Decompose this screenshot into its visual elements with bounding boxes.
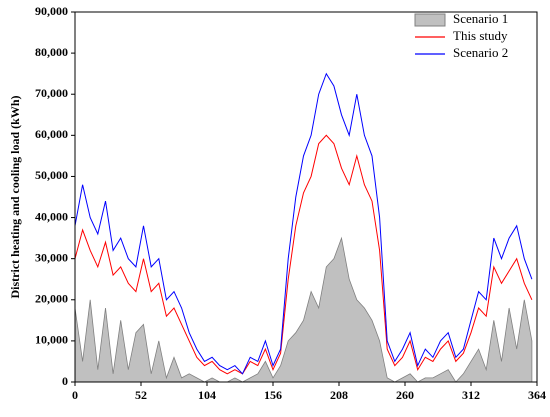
y-tick-label: 30,000 [35, 250, 68, 264]
x-tick-label: 260 [396, 388, 414, 402]
y-tick-label: 80,000 [35, 45, 68, 59]
x-tick-label: 208 [330, 388, 348, 402]
y-tick-label: 20,000 [35, 292, 68, 306]
legend-label: Scenario 1 [453, 11, 508, 26]
legend-label: Scenario 2 [453, 45, 508, 60]
y-axis-label: District heating and cooling load (kWh) [8, 95, 22, 298]
y-tick-label: 60,000 [35, 127, 68, 141]
plot-frame [74, 11, 538, 383]
line [74, 134, 533, 375]
y-tick-label: 90,000 [35, 4, 68, 18]
x-tick-label: 364 [528, 388, 546, 402]
area [74, 236, 533, 383]
line [74, 72, 533, 375]
legend-swatch [414, 13, 446, 27]
x-tick-label: 156 [264, 388, 282, 402]
legend-label: This study [453, 28, 508, 43]
y-tick-label: 0 [62, 374, 68, 388]
x-tick-label: 0 [72, 388, 78, 402]
y-tick-label: 10,000 [35, 333, 68, 347]
x-tick-label: 52 [135, 388, 147, 402]
x-tick-label: 104 [198, 388, 216, 402]
y-tick-label: 50,000 [35, 168, 68, 182]
y-tick-label: 40,000 [35, 209, 68, 223]
y-tick-label: 70,000 [35, 86, 68, 100]
x-tick-label: 312 [462, 388, 480, 402]
